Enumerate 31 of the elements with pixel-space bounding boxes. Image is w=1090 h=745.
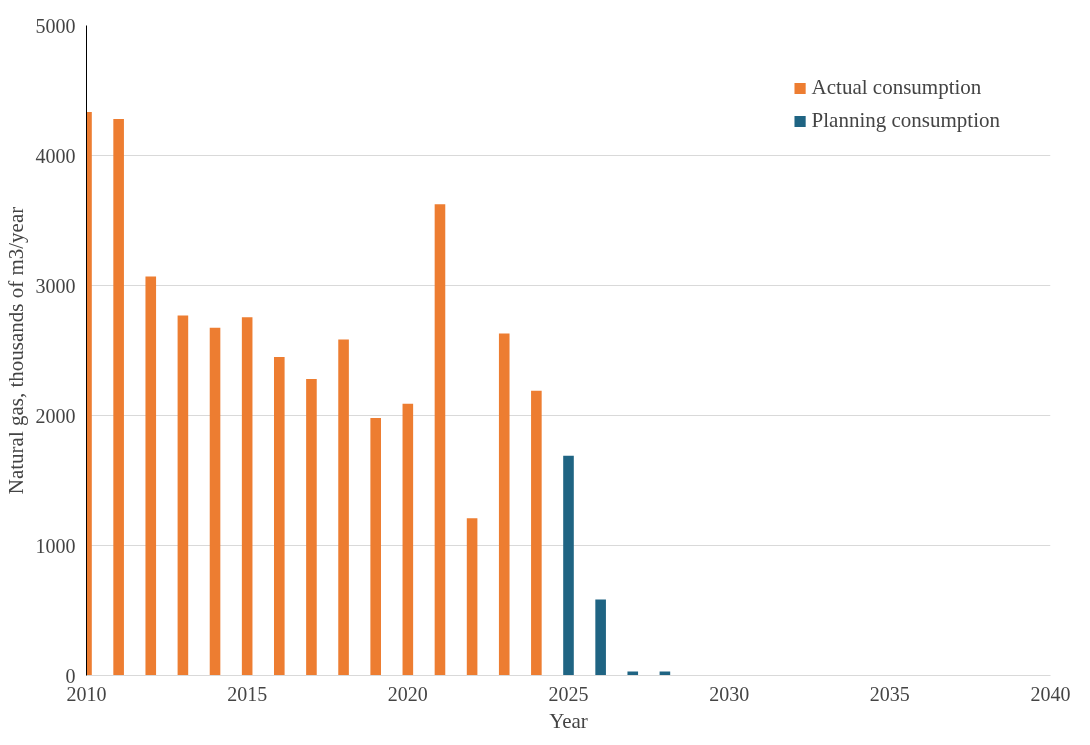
bar (434, 204, 446, 676)
y-tick-label: 3000 (35, 274, 76, 297)
legend-label: Planning consumption (811, 108, 1000, 133)
bar (306, 379, 317, 676)
bar (595, 599, 606, 676)
x-tick-label: 2015 (227, 682, 268, 705)
y-axis-title: Natural gas, thousands of m3/year (3, 206, 28, 495)
bar (498, 333, 510, 676)
y-tick-label: 2000 (35, 404, 76, 427)
bar (209, 327, 221, 676)
bar (241, 317, 253, 676)
bar (274, 357, 285, 676)
x-tick-label: 2030 (709, 682, 750, 705)
bar (466, 518, 478, 676)
x-tick-label: 2025 (548, 682, 589, 705)
bar (370, 418, 381, 676)
y-tick-label: 1000 (35, 534, 76, 557)
bar (338, 339, 349, 676)
y-tick-label: 4000 (35, 144, 76, 167)
bar (563, 455, 574, 676)
x-tick-label: 2040 (1030, 682, 1071, 705)
x-tick-label: 2020 (387, 682, 428, 705)
legend-label: Actual consumption (811, 75, 982, 100)
bar (177, 315, 189, 676)
x-axis-title: Year (549, 708, 588, 733)
y-tick-label: 5000 (35, 14, 76, 37)
bar (402, 403, 414, 676)
bar (113, 119, 124, 676)
x-tick-label: 2035 (869, 682, 910, 705)
bar (145, 276, 157, 676)
bar (531, 390, 542, 676)
